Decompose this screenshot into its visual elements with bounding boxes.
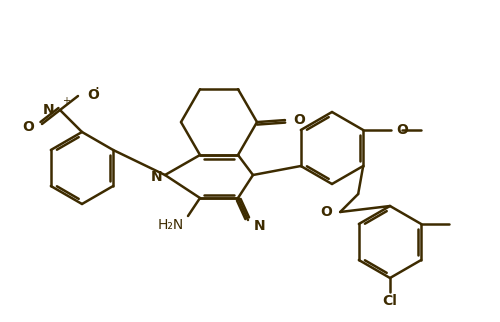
Text: N: N [42,103,54,117]
Text: O: O [320,205,332,219]
Text: N: N [151,170,163,184]
Text: N: N [254,219,266,233]
Text: O: O [293,113,305,127]
Text: +: + [62,96,70,106]
Text: O: O [22,120,34,134]
Text: ·: · [94,81,99,97]
Text: O: O [396,123,408,137]
Text: H₂N: H₂N [158,218,184,232]
Text: Cl: Cl [382,294,398,308]
Text: O: O [87,88,99,102]
